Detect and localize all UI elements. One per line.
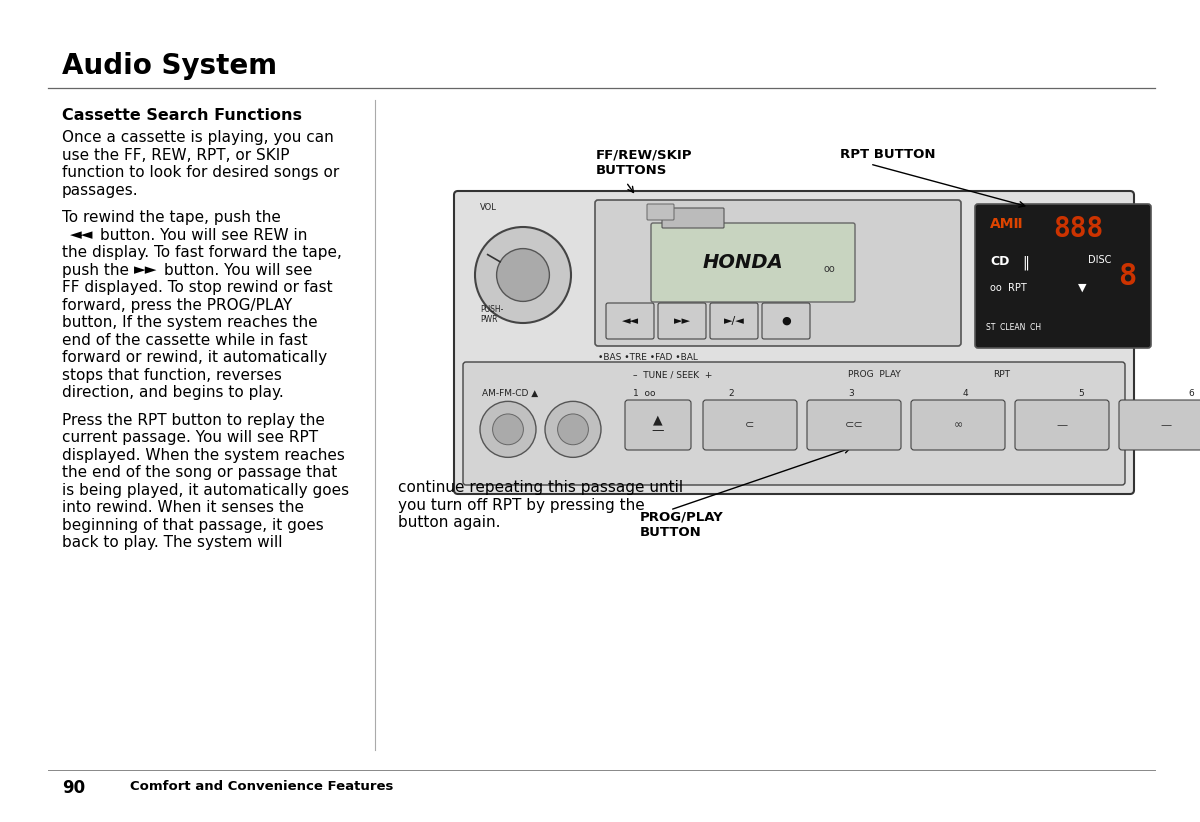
Text: AMⅡ: AMⅡ (990, 217, 1024, 231)
Text: 3: 3 (848, 389, 853, 398)
Text: To rewind the tape, push the: To rewind the tape, push the (62, 210, 281, 225)
Text: RPT BUTTON: RPT BUTTON (840, 148, 936, 161)
Text: forward, press the PROG/PLAY: forward, press the PROG/PLAY (62, 298, 293, 312)
Text: PUSH-
PWR: PUSH- PWR (480, 305, 503, 325)
Text: ‖: ‖ (1022, 255, 1028, 270)
Text: button. You will see: button. You will see (164, 262, 312, 278)
Text: direction, and begins to play.: direction, and begins to play. (62, 385, 283, 400)
Text: ▲
—: ▲ — (652, 413, 665, 437)
Text: Audio System: Audio System (62, 52, 277, 80)
Text: CD: CD (990, 255, 1009, 268)
Circle shape (480, 401, 536, 457)
Text: 5: 5 (1078, 389, 1084, 398)
Text: VOL: VOL (480, 203, 497, 212)
Text: FF/REW/SKIP: FF/REW/SKIP (596, 148, 692, 161)
Text: button. You will see REW in: button. You will see REW in (100, 228, 307, 242)
Text: is being played, it automatically goes: is being played, it automatically goes (62, 483, 349, 497)
Text: into rewind. When it senses the: into rewind. When it senses the (62, 500, 304, 515)
Text: ⊂: ⊂ (745, 420, 755, 430)
Text: ST  CLEAN  CH: ST CLEAN CH (986, 323, 1042, 332)
Text: 90: 90 (62, 779, 85, 797)
Text: –  TUNE / SEEK  +: – TUNE / SEEK + (634, 370, 713, 379)
Text: continue repeating this passage until: continue repeating this passage until (398, 480, 683, 495)
FancyBboxPatch shape (647, 204, 674, 220)
Text: ►►: ►► (673, 316, 690, 326)
Text: ●: ● (781, 316, 791, 326)
Text: —: — (1056, 420, 1068, 430)
Text: ▼: ▼ (1078, 283, 1086, 293)
Text: passages.: passages. (62, 182, 139, 197)
Text: current passage. You will see RPT: current passage. You will see RPT (62, 430, 318, 445)
Circle shape (475, 227, 571, 323)
Text: —: — (1160, 420, 1171, 430)
FancyBboxPatch shape (1015, 400, 1109, 450)
FancyBboxPatch shape (595, 200, 961, 346)
FancyBboxPatch shape (703, 400, 797, 450)
Text: 8: 8 (1118, 262, 1136, 291)
Circle shape (497, 248, 550, 302)
Text: ∞: ∞ (953, 420, 962, 430)
Text: push the: push the (62, 262, 130, 278)
Circle shape (545, 401, 601, 457)
Text: ►/◄: ►/◄ (724, 316, 744, 326)
Text: use the FF, REW, RPT, or SKIP: use the FF, REW, RPT, or SKIP (62, 147, 289, 163)
Text: RPT: RPT (994, 370, 1010, 379)
Text: ◄◄: ◄◄ (70, 228, 94, 242)
Text: ⊂⊂: ⊂⊂ (845, 420, 863, 430)
Text: 6: 6 (1188, 389, 1194, 398)
FancyBboxPatch shape (650, 223, 854, 302)
Text: BUTTONS: BUTTONS (596, 164, 667, 177)
Text: 4: 4 (964, 389, 968, 398)
Text: the display. To fast forward the tape,: the display. To fast forward the tape, (62, 245, 342, 260)
FancyBboxPatch shape (710, 303, 758, 339)
Text: HONDA: HONDA (703, 253, 784, 272)
Text: function to look for desired songs or: function to look for desired songs or (62, 165, 340, 180)
Text: Cassette Search Functions: Cassette Search Functions (62, 108, 302, 123)
Text: end of the cassette while in fast: end of the cassette while in fast (62, 333, 307, 348)
FancyBboxPatch shape (762, 303, 810, 339)
Text: displayed. When the system reaches: displayed. When the system reaches (62, 447, 344, 463)
Text: DISC: DISC (1088, 255, 1111, 265)
FancyBboxPatch shape (662, 208, 724, 228)
Text: Comfort and Convenience Features: Comfort and Convenience Features (130, 780, 394, 793)
Circle shape (558, 414, 588, 445)
Text: back to play. The system will: back to play. The system will (62, 535, 282, 550)
Text: Press the RPT button to replay the: Press the RPT button to replay the (62, 413, 325, 427)
Text: oo: oo (823, 264, 835, 274)
Text: oo  RPT: oo RPT (990, 283, 1027, 293)
Text: 888: 888 (1054, 215, 1103, 243)
FancyBboxPatch shape (1120, 400, 1200, 450)
Text: button, If the system reaches the: button, If the system reaches the (62, 315, 318, 330)
Circle shape (493, 414, 523, 445)
Text: beginning of that passage, it goes: beginning of that passage, it goes (62, 518, 324, 533)
Text: PROG/PLAY: PROG/PLAY (640, 510, 724, 523)
Text: 1  oo: 1 oo (634, 389, 655, 398)
FancyBboxPatch shape (658, 303, 706, 339)
Text: •BAS •TRE •FAD •BAL: •BAS •TRE •FAD •BAL (598, 353, 698, 362)
Text: Once a cassette is playing, you can: Once a cassette is playing, you can (62, 130, 334, 145)
Text: ►►: ►► (134, 262, 157, 278)
Text: forward or rewind, it automatically: forward or rewind, it automatically (62, 350, 328, 365)
Text: you turn off RPT by pressing the: you turn off RPT by pressing the (398, 497, 644, 512)
Text: PROG  PLAY: PROG PLAY (848, 370, 901, 379)
FancyBboxPatch shape (808, 400, 901, 450)
Text: button again.: button again. (398, 515, 500, 530)
FancyBboxPatch shape (454, 191, 1134, 494)
Text: stops that function, reverses: stops that function, reverses (62, 367, 282, 382)
FancyBboxPatch shape (974, 204, 1151, 348)
FancyBboxPatch shape (606, 303, 654, 339)
FancyBboxPatch shape (463, 362, 1126, 485)
Text: FF displayed. To stop rewind or fast: FF displayed. To stop rewind or fast (62, 280, 332, 295)
Text: 2: 2 (728, 389, 733, 398)
Text: ◄◄: ◄◄ (622, 316, 638, 326)
Text: AM-FM-CD ▲: AM-FM-CD ▲ (482, 389, 538, 398)
FancyBboxPatch shape (625, 400, 691, 450)
Text: the end of the song or passage that: the end of the song or passage that (62, 465, 337, 480)
Text: BUTTON: BUTTON (640, 526, 702, 539)
FancyBboxPatch shape (911, 400, 1006, 450)
